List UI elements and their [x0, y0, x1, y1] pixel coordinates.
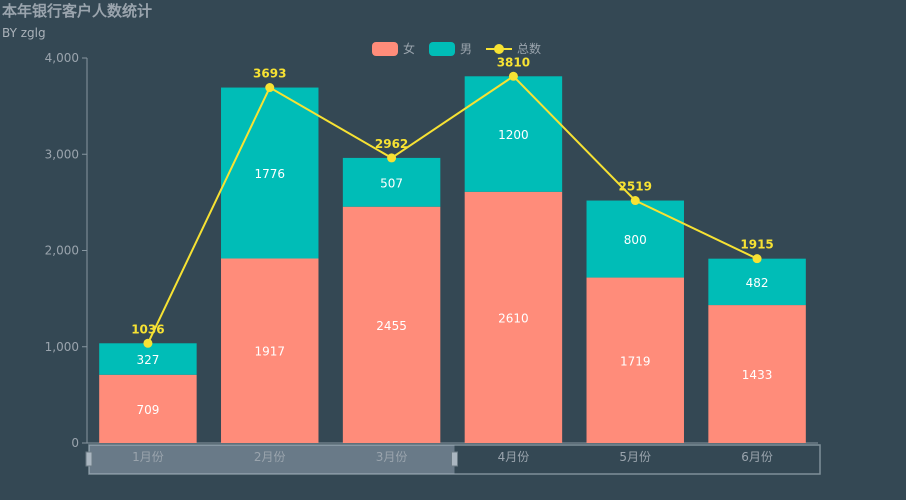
x-tick-label: 1月份	[132, 450, 164, 464]
total-point[interactable]	[630, 196, 640, 206]
total-value-label: 2962	[375, 137, 408, 151]
total-value-label: 1915	[740, 238, 773, 252]
total-value-label: 3810	[497, 55, 530, 69]
bar-value-label: 1433	[742, 368, 773, 382]
bar-male[interactable]	[708, 258, 806, 306]
y-tick-label: 2,000	[45, 244, 79, 258]
x-tick-label: 4月份	[498, 450, 530, 464]
legend-marker[interactable]	[494, 44, 504, 54]
bar-value-label: 327	[136, 353, 159, 367]
bar-male[interactable]	[586, 200, 684, 278]
total-value-label: 3693	[253, 67, 286, 81]
bar-female[interactable]	[708, 305, 806, 443]
total-value-label: 1036	[131, 322, 164, 336]
bar-value-label: 800	[624, 233, 647, 247]
bar-male[interactable]	[342, 157, 441, 207]
total-point[interactable]	[752, 254, 762, 264]
total-point[interactable]	[508, 71, 518, 81]
bar-female[interactable]	[464, 191, 563, 443]
datazoom-handle[interactable]	[85, 451, 93, 467]
chart-title: 本年银行客户人数统计	[2, 2, 153, 20]
x-tick-label: 5月份	[619, 450, 651, 464]
bar-value-label: 2455	[376, 319, 407, 333]
bar-value-label: 709	[136, 403, 159, 417]
bar-female[interactable]	[586, 277, 684, 443]
y-tick-label: 4,000	[45, 51, 79, 65]
total-value-label: 2519	[619, 180, 652, 194]
bar-value-label: 2610	[498, 311, 529, 325]
x-tick-label: 3月份	[376, 450, 408, 464]
bar-female[interactable]	[99, 374, 197, 443]
chart-subtitle: BY zglg	[2, 26, 46, 40]
bar-male[interactable]	[464, 76, 563, 192]
bar-value-label: 1200	[498, 128, 529, 142]
legend-label: 女	[403, 41, 415, 56]
y-tick-label: 0	[71, 436, 79, 450]
total-point[interactable]	[265, 83, 275, 93]
bar-male[interactable]	[99, 343, 197, 375]
total-line	[147, 74, 758, 344]
legend-label: 男	[460, 42, 472, 56]
bar-value-label: 482	[746, 276, 769, 290]
bar-female[interactable]	[342, 206, 441, 443]
bar-female[interactable]	[221, 258, 319, 443]
x-tick-label: 6月份	[741, 450, 773, 464]
datazoom-handle[interactable]	[451, 451, 458, 467]
legend-swatch[interactable]	[429, 42, 455, 56]
y-tick-label: 3,000	[45, 147, 79, 161]
x-tick-label: 2月份	[254, 450, 286, 464]
bar-male[interactable]	[221, 87, 319, 259]
bar-value-label: 1776	[254, 167, 285, 181]
bar-value-label: 1719	[620, 354, 651, 368]
y-tick-label: 1,000	[45, 340, 79, 354]
total-point[interactable]	[387, 153, 397, 163]
bar-value-label: 1917	[254, 345, 285, 359]
total-point[interactable]	[143, 338, 153, 348]
legend-label: 总数	[517, 41, 541, 56]
legend-swatch[interactable]	[372, 42, 398, 56]
datazoom-selection[interactable]	[89, 445, 455, 474]
bar-value-label: 507	[380, 176, 403, 190]
